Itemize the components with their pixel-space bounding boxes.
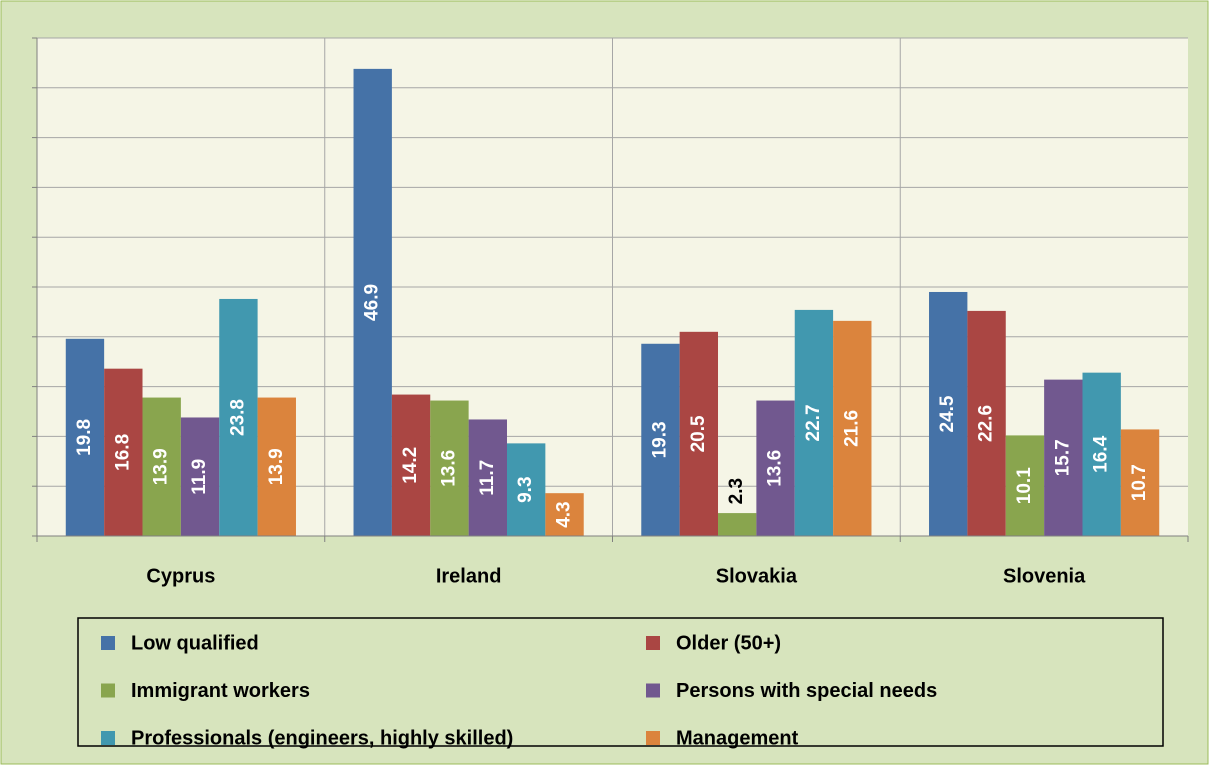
- data-label: 13.9: [151, 448, 172, 485]
- x-tick-label: Cyprus: [146, 565, 215, 587]
- data-label: 10.1: [1014, 467, 1035, 504]
- bar: [142, 397, 181, 536]
- bar: [545, 493, 584, 536]
- data-label: 4.3: [554, 501, 575, 527]
- bar: [756, 400, 795, 536]
- legend-swatch: [646, 636, 660, 650]
- data-label: 16.8: [112, 434, 133, 471]
- bar: [641, 343, 680, 536]
- data-label: 2.3: [726, 478, 747, 504]
- data-label: 11.7: [477, 460, 498, 496]
- bar: [929, 291, 968, 536]
- data-label: 19.8: [74, 419, 95, 456]
- data-label: 15.7: [1052, 439, 1073, 476]
- legend: [77, 617, 1164, 747]
- bar: [65, 338, 105, 536]
- data-label: 24.5: [937, 395, 958, 432]
- bar: [257, 397, 296, 536]
- data-label: 11.9: [189, 459, 210, 495]
- x-tick-label: Ireland: [436, 565, 502, 587]
- bar: [679, 331, 719, 536]
- bar: [1005, 435, 1045, 536]
- bar: [967, 310, 1006, 536]
- data-label: 13.6: [438, 450, 459, 487]
- data-label: 23.8: [227, 399, 248, 436]
- data-label: 16.4: [1091, 435, 1112, 472]
- legend-swatch: [101, 636, 115, 650]
- data-label: 10.7: [1129, 464, 1150, 501]
- legend-swatch: [646, 683, 660, 698]
- data-label: 21.6: [841, 410, 862, 447]
- bar: [794, 309, 834, 536]
- bar: [833, 320, 872, 536]
- data-label: 14.2: [400, 447, 421, 484]
- x-tick-label: Slovakia: [716, 565, 798, 587]
- bar: [180, 417, 220, 536]
- bar: [468, 419, 507, 536]
- legend-swatch: [646, 731, 660, 745]
- bar: [391, 394, 431, 536]
- data-label: 13.6: [765, 450, 786, 487]
- data-label: 46.9: [362, 284, 383, 321]
- x-tick-label: Slovenia: [1003, 565, 1086, 587]
- bar: [1120, 429, 1160, 536]
- legend-label: Management: [676, 727, 799, 749]
- legend-label: Persons with special needs: [676, 680, 937, 702]
- legend-label: Professionals (engineers, highly skilled…: [131, 727, 513, 749]
- legend-label: Low qualified: [131, 632, 259, 654]
- bar: [219, 298, 258, 536]
- legend-swatch: [101, 731, 115, 745]
- bar: [1044, 379, 1083, 536]
- legend-swatch: [101, 683, 115, 698]
- bar: [430, 400, 469, 536]
- data-label: 19.3: [649, 421, 670, 458]
- legend-label: Older (50+): [676, 632, 781, 654]
- data-label: 13.9: [266, 448, 287, 485]
- data-label: 9.3: [515, 476, 536, 502]
- bar: [718, 513, 757, 536]
- data-label: 22.7: [803, 404, 824, 441]
- bar: [506, 443, 546, 536]
- data-label: 20.5: [688, 415, 709, 452]
- bar: [1082, 372, 1121, 536]
- data-label: 22.6: [976, 405, 997, 442]
- bar: [353, 68, 392, 536]
- bar: [104, 368, 143, 536]
- legend-label: Immigrant workers: [131, 680, 310, 702]
